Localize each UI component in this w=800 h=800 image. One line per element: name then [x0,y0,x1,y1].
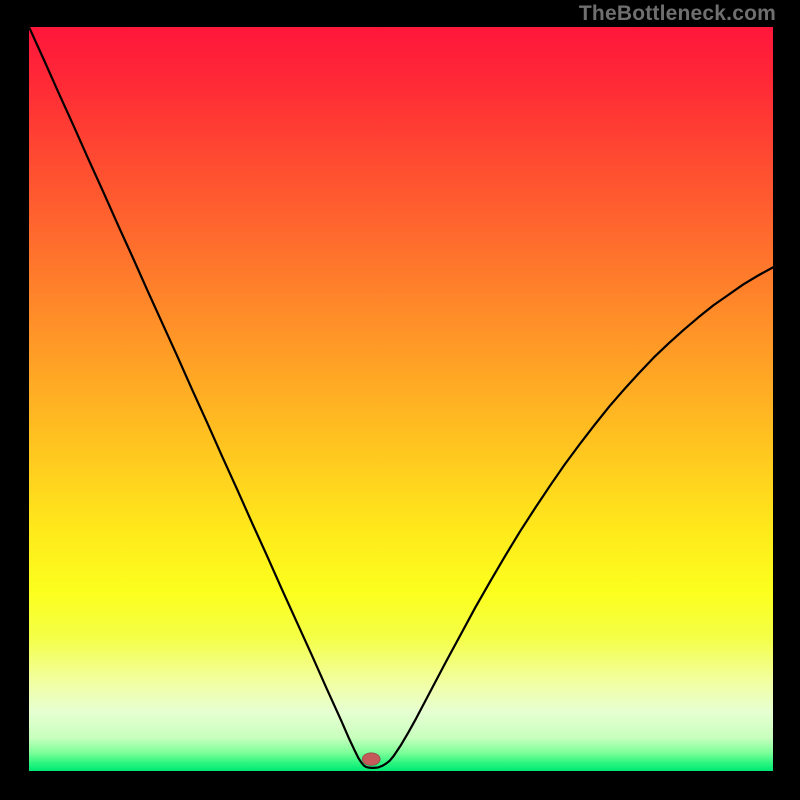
watermark-text: TheBottleneck.com [579,2,776,26]
chart-frame: TheBottleneck.com [0,0,800,800]
bottleneck-curve-chart [29,27,773,771]
plot-background [29,27,773,771]
optimum-marker [362,753,380,766]
